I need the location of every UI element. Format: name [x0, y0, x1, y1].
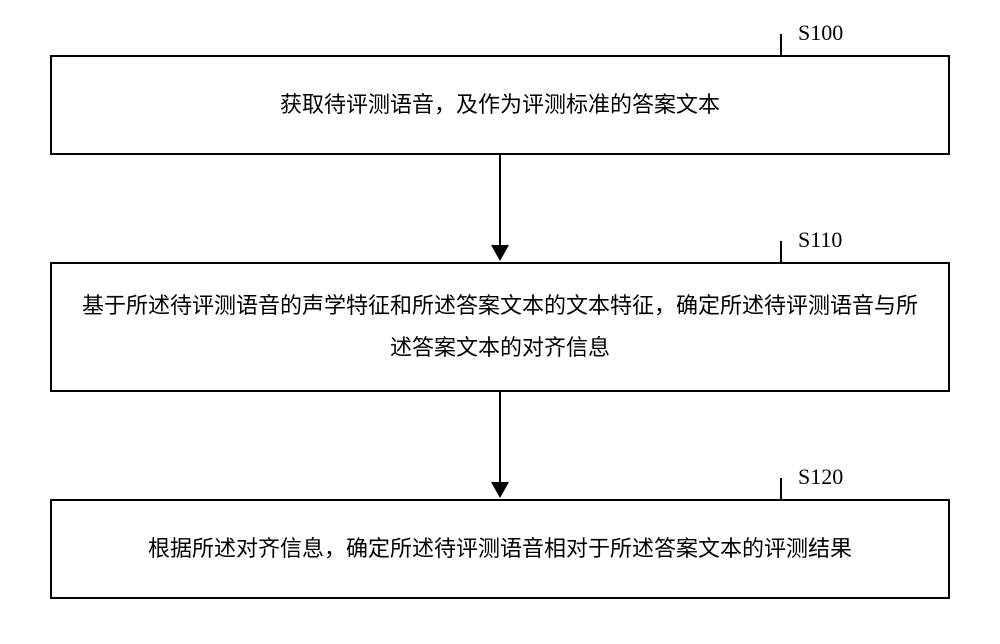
- step-text-s120: 根据所述对齐信息，确定所述待评测语音相对于所述答案文本的评测结果: [148, 528, 852, 570]
- step-box-s120: 根据所述对齐信息，确定所述待评测语音相对于所述答案文本的评测结果: [50, 499, 950, 599]
- step-label-s110: S110: [798, 227, 842, 253]
- leader-line-s120: [780, 478, 782, 499]
- leader-line-s110: [780, 241, 782, 262]
- step-box-s100: 获取待评测语音，及作为评测标准的答案文本: [50, 55, 950, 155]
- arrow-s110-s120-line: [499, 392, 501, 482]
- leader-line-s100: [780, 34, 782, 55]
- step-box-s110: 基于所述待评测语音的声学特征和所述答案文本的文本特征，确定所述待评测语音与所述答…: [50, 262, 950, 392]
- step-text-s110: 基于所述待评测语音的声学特征和所述答案文本的文本特征，确定所述待评测语音与所述答…: [82, 285, 918, 369]
- arrow-s100-s110-head: [491, 245, 509, 261]
- step-label-s120: S120: [798, 464, 843, 490]
- step-text-s100: 获取待评测语音，及作为评测标准的答案文本: [280, 84, 720, 126]
- arrow-s110-s120-head: [491, 482, 509, 498]
- step-label-s100: S100: [798, 20, 843, 46]
- arrow-s100-s110-line: [499, 155, 501, 245]
- flowchart-canvas: S100 获取待评测语音，及作为评测标准的答案文本 S110 基于所述待评测语音…: [0, 0, 1000, 644]
